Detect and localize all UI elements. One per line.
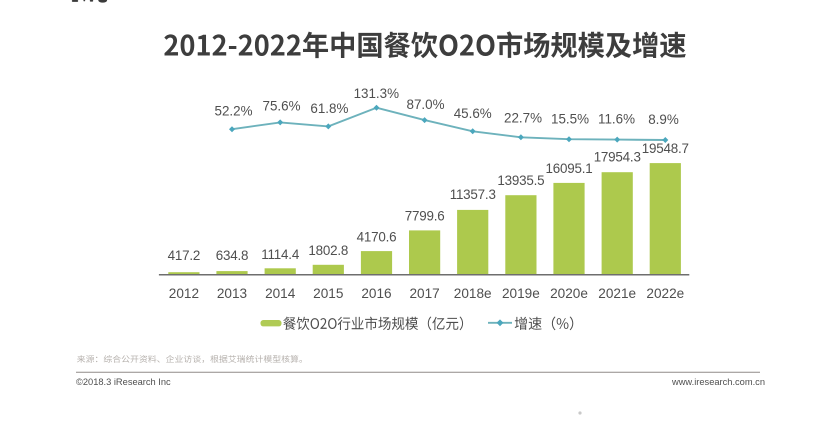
svg-text:75.6%: 75.6% bbox=[263, 99, 301, 114]
svg-text:2015: 2015 bbox=[313, 286, 343, 301]
svg-text:8.9%: 8.9% bbox=[648, 112, 679, 127]
svg-text:45.6%: 45.6% bbox=[454, 106, 492, 121]
svg-text:16095.1: 16095.1 bbox=[545, 161, 592, 176]
svg-text:2013: 2013 bbox=[217, 286, 247, 301]
svg-text:87.0%: 87.0% bbox=[407, 97, 445, 112]
svg-text:2021e: 2021e bbox=[598, 286, 636, 301]
svg-text:61.8%: 61.8% bbox=[310, 101, 348, 116]
svg-text:15.5%: 15.5% bbox=[551, 112, 589, 127]
svg-text:©2018.3 iResearch Inc: ©2018.3 iResearch Inc bbox=[76, 377, 171, 387]
svg-text:1802.8: 1802.8 bbox=[308, 243, 348, 258]
svg-text:417.2: 417.2 bbox=[168, 248, 201, 263]
svg-text:131.3%: 131.3% bbox=[354, 86, 400, 101]
svg-text:2020e: 2020e bbox=[550, 286, 588, 301]
svg-text:2017: 2017 bbox=[409, 286, 439, 301]
svg-text:2018e: 2018e bbox=[454, 286, 492, 301]
svg-text:634.8: 634.8 bbox=[216, 248, 249, 263]
svg-text:1114.4: 1114.4 bbox=[261, 247, 300, 262]
svg-text:19548.7: 19548.7 bbox=[642, 141, 689, 156]
svg-text:22.7%: 22.7% bbox=[504, 110, 542, 125]
svg-text:www.iresearch.com.cn: www.iresearch.com.cn bbox=[671, 377, 765, 387]
svg-text:13935.5: 13935.5 bbox=[497, 173, 544, 188]
svg-text:52.2%: 52.2% bbox=[215, 104, 253, 119]
svg-text:2012: 2012 bbox=[169, 286, 199, 301]
svg-text:2014: 2014 bbox=[265, 286, 296, 301]
svg-text:7799.6: 7799.6 bbox=[405, 209, 445, 224]
svg-text:2016: 2016 bbox=[361, 286, 391, 301]
svg-text:11.6%: 11.6% bbox=[598, 112, 635, 127]
svg-text:2022e: 2022e bbox=[646, 286, 684, 301]
svg-text:11357.3: 11357.3 bbox=[450, 187, 496, 202]
svg-text:2019e: 2019e bbox=[502, 286, 540, 301]
svg-text:4170.6: 4170.6 bbox=[357, 229, 397, 244]
svg-text:17954.3: 17954.3 bbox=[594, 150, 641, 165]
